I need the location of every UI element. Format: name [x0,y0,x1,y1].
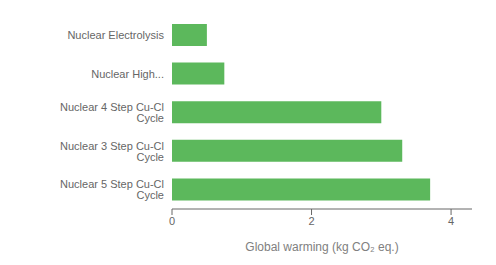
svg-text:4: 4 [448,215,454,227]
svg-text:0: 0 [169,215,175,227]
svg-text:Nuclear High...: Nuclear High... [91,68,164,80]
svg-text:2: 2 [308,215,314,227]
svg-text:Nuclear Electrolysis: Nuclear Electrolysis [67,29,164,41]
svg-text:Nuclear 4 Step Cu-ClCycle: Nuclear 4 Step Cu-ClCycle [60,101,164,124]
svg-text:Nuclear 5 Step Cu-ClCycle: Nuclear 5 Step Cu-ClCycle [60,178,164,201]
svg-text:Nuclear 3 Step Cu-ClCycle: Nuclear 3 Step Cu-ClCycle [60,140,164,163]
svg-text:Global warming (kg CO₂ eq.): Global warming (kg CO₂ eq.) [245,240,398,254]
